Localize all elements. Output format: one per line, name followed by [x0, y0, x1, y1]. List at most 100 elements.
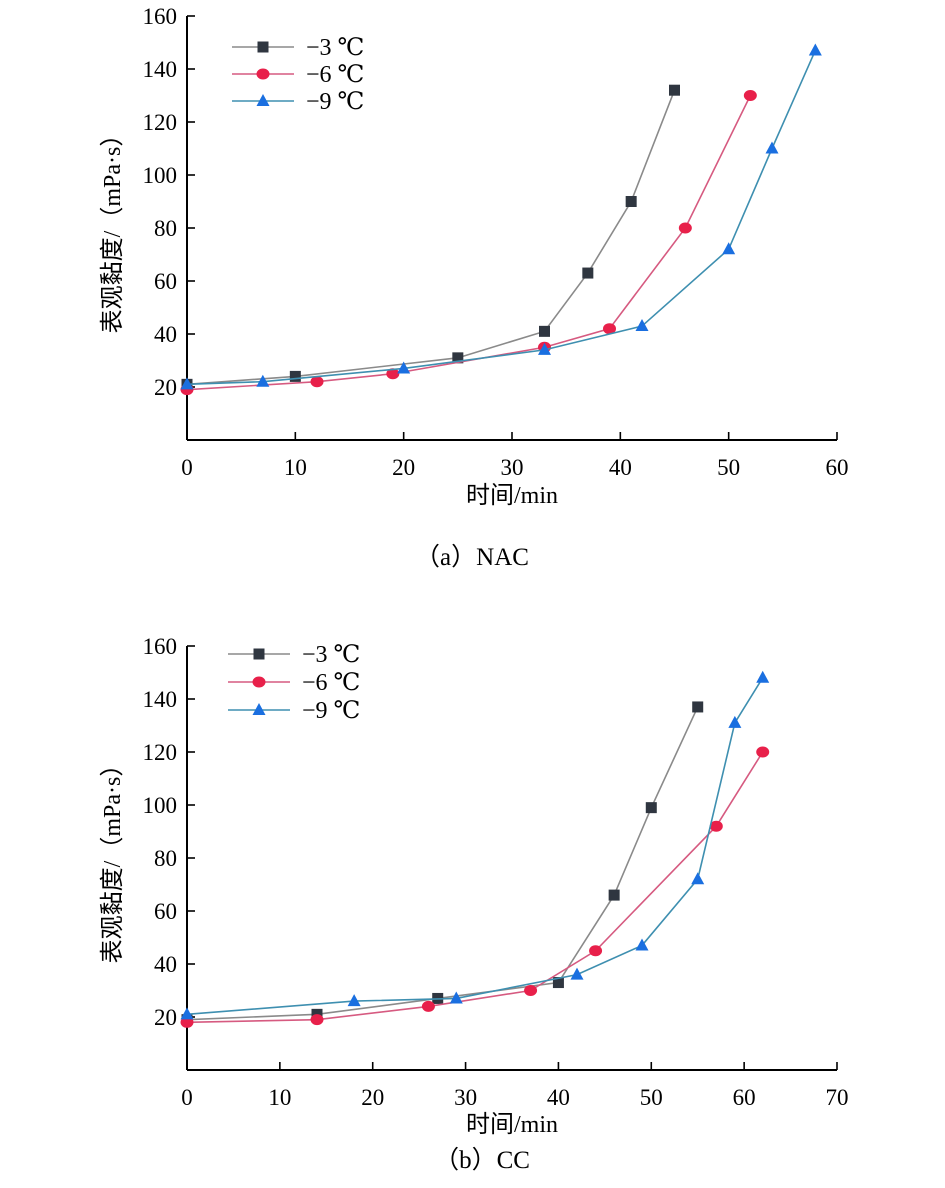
cc-y-tick-label: 140	[143, 687, 178, 712]
nac-y-tick-label: 40	[154, 322, 177, 347]
cc-data-point-circle	[524, 985, 538, 996]
legend-label: −6 ℃	[302, 670, 360, 696]
cc-data-point-circle	[421, 1000, 435, 1012]
cc-series-2	[180, 670, 770, 1020]
nac-legend-item: −6 ℃	[232, 62, 364, 88]
legend-marker-circle	[252, 676, 266, 688]
nac-series-line	[186, 95, 752, 391]
nac-x-tick-label: 40	[609, 455, 632, 480]
legend-marker-triangle	[256, 94, 270, 106]
legend-label: −9 ℃	[302, 698, 360, 724]
legend-marker-square	[253, 648, 265, 660]
nac-y-axis-title: 表观黏度/（mPa·s）	[99, 123, 126, 334]
cc-data-point-triangle	[728, 715, 742, 728]
nac-y-tick-label: 60	[154, 269, 177, 294]
cc-series-line	[186, 751, 764, 1024]
cc-x-tick-label: 10	[268, 1085, 291, 1110]
nac-data-point-square	[289, 370, 301, 382]
cc-series-line	[186, 677, 764, 1016]
nac-y-tick-label: 140	[143, 57, 178, 82]
legend-label: −3 ℃	[302, 642, 360, 668]
chart-nac: 0 10 20 30 40 50 60 20 40 60 80 100 120 140 160 时间/min 表…	[99, 4, 849, 571]
nac-series-0	[181, 84, 680, 390]
cc-y-tick-label: 20	[154, 1005, 177, 1030]
cc-y-tick-label: 60	[154, 899, 177, 924]
cc-data-point-square	[645, 802, 657, 814]
nac-data-point-triangle	[538, 342, 551, 355]
cc-x-tick-label: 30	[454, 1085, 477, 1110]
cc-data-point-circle	[310, 1014, 324, 1026]
nac-series-line	[186, 50, 817, 386]
cc-data-point-circle	[180, 1016, 194, 1028]
nac-data-point-circle	[678, 222, 692, 234]
nac-series-line	[186, 89, 676, 386]
cc-y-tick-label: 40	[154, 952, 177, 977]
chart-cc: 0 10 20 30 40 50 60 70 20 40 60 80 100 120 140 160 时间/mi…	[99, 634, 849, 1174]
cc-data-point-triangle	[756, 670, 770, 683]
cc-data-point-square	[692, 701, 704, 713]
cc-y-axis-title: 表观黏度/（mPa·s）	[99, 753, 126, 964]
cc-data-point-circle	[756, 746, 770, 758]
nac-data-point-triangle	[180, 377, 194, 390]
cc-legend-item: −9 ℃	[228, 698, 360, 724]
nac-legend-item: −9 ℃	[232, 89, 364, 115]
cc-data-point-triangle	[449, 991, 463, 1004]
cc-y-tick-label: 80	[154, 846, 177, 871]
cc-x-axis-title: 时间/min	[466, 1111, 558, 1138]
nac-data-point-square	[539, 325, 550, 337]
cc-data-point-square	[608, 889, 620, 901]
nac-legend: −3 ℃−6 ℃−9 ℃	[232, 35, 364, 115]
nac-series-2	[180, 43, 822, 390]
cc-data-point-triangle	[347, 994, 361, 1007]
nac-data-point-triangle	[722, 242, 736, 255]
legend-marker-square	[257, 41, 269, 53]
nac-data-point-triangle	[765, 141, 779, 154]
nac-x-tick-label: 30	[501, 455, 524, 480]
nac-x-tick-label: 60	[826, 455, 849, 480]
cc-series-0	[181, 701, 704, 1026]
cc-legend-item: −6 ℃	[228, 670, 360, 696]
cc-x-tick-label: 70	[826, 1085, 849, 1110]
cc-legend: −3 ℃−6 ℃−9 ℃	[228, 642, 360, 724]
cc-y-tick-label: 100	[143, 793, 178, 818]
cc-y-tick-label: 120	[143, 740, 178, 765]
nac-y-tick-label: 80	[154, 216, 177, 241]
cc-y-tick-label: 160	[143, 634, 178, 659]
nac-data-point-square	[625, 196, 637, 207]
nac-data-point-circle	[603, 323, 616, 335]
cc-legend-item: −3 ℃	[228, 642, 360, 668]
legend-label: −6 ℃	[306, 62, 364, 88]
nac-series-1	[180, 90, 757, 396]
nac-x-tick-label: 20	[392, 455, 415, 480]
cc-x-tick-label: 40	[547, 1085, 570, 1110]
cc-data-point-triangle	[180, 1007, 194, 1020]
nac-data-point-triangle	[635, 319, 649, 332]
legend-label: −3 ℃	[306, 35, 364, 61]
nac-x-tick-label: 10	[284, 455, 307, 480]
nac-y-tick-label: 20	[154, 375, 177, 400]
legend-label: −9 ℃	[306, 89, 364, 115]
nac-x-tick-label: 50	[717, 455, 740, 480]
nac-data-point-triangle	[256, 374, 270, 387]
legend-marker-triangle	[252, 703, 266, 715]
nac-legend-item: −3 ℃	[232, 35, 364, 61]
cc-data-point-triangle	[570, 967, 584, 980]
cc-data-point-triangle	[635, 938, 649, 951]
cc-x-tick-label: 50	[640, 1085, 663, 1110]
cc-x-tick-label: 20	[361, 1085, 384, 1110]
cc-data-point-circle	[589, 945, 603, 957]
nac-y-tick-label: 160	[143, 4, 178, 29]
cc-caption: （b）CC	[434, 1146, 530, 1174]
cc-x-tick-label: 0	[181, 1085, 193, 1110]
cc-series-1	[180, 746, 770, 1028]
cc-x-tick-label: 60	[733, 1085, 756, 1110]
nac-data-point-square	[669, 84, 680, 96]
cc-series-line	[186, 706, 699, 1021]
nac-data-point-square	[452, 352, 464, 364]
nac-x-tick-label: 0	[181, 455, 193, 480]
nac-x-axis-title: 时间/min	[466, 482, 558, 509]
cc-data-point-square	[552, 977, 564, 989]
nac-data-point-circle	[743, 90, 757, 101]
cc-data-point-circle	[709, 820, 723, 832]
